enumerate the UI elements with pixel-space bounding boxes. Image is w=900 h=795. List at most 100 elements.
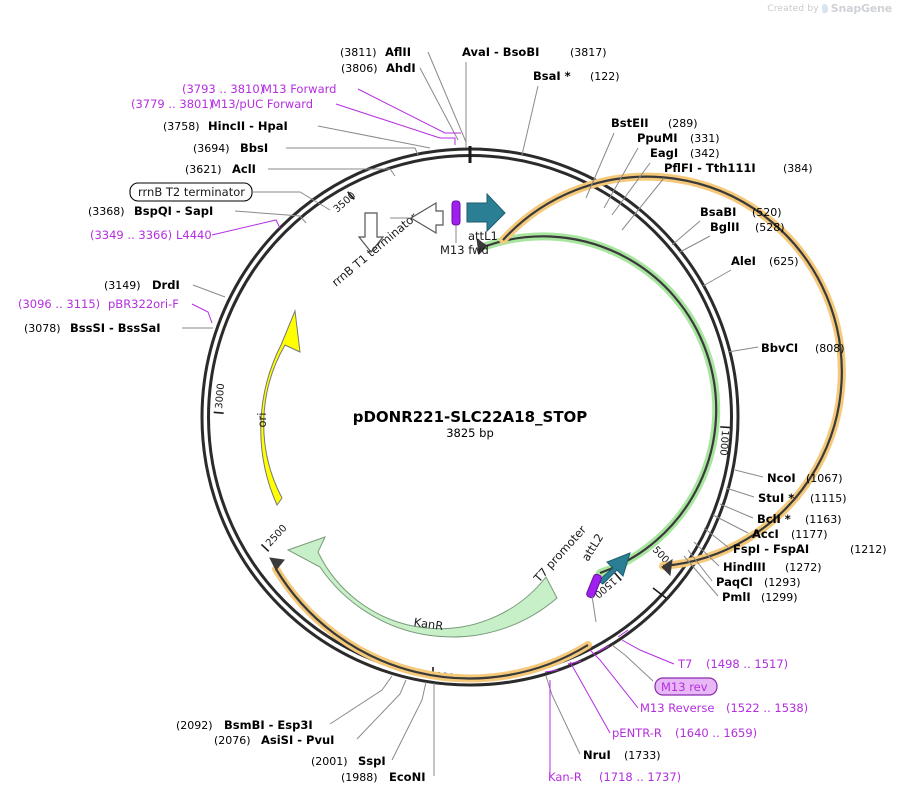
enzyme-name-bsai: BsaI *: [533, 69, 571, 83]
enzyme-label-hincii-hpai[interactable]: (3758) HincII - HpaI: [163, 119, 431, 149]
enzyme-label-bsmbi-esp3i[interactable]: (2092) BsmBI - Esp3I: [176, 675, 393, 732]
feature-ori[interactable]: ori: [255, 309, 301, 506]
enzyme-pos-bglii: (528): [755, 221, 785, 234]
enzyme-label-ppumi[interactable]: PpuMI (331): [603, 131, 720, 209]
enzyme-label-asisi-pvui[interactable]: (2076) AsiSI - PvuI: [214, 679, 407, 747]
primer-pos-l4440: (3349 .. 3366): [90, 228, 172, 242]
enzyme-label-acci[interactable]: AccI (1177): [712, 514, 828, 541]
primer-label-m13-rev-boxed[interactable]: M13 rev: [611, 644, 718, 696]
feature-attl2-shape: [597, 552, 631, 585]
enzyme-label-bsssi-bsssai[interactable]: (3078) BssSI - BssSaI: [24, 321, 213, 335]
primer-label-t7[interactable]: T7 (1498 .. 1517): [621, 639, 788, 671]
primer-label-m13-forward[interactable]: (3793 .. 3810) M13 Forward: [182, 82, 446, 134]
enzyme-name-eagi: EagI: [650, 146, 678, 160]
enzyme-label-bclii[interactable]: BclI * (1163): [719, 503, 842, 526]
watermark-brand: SnapGene: [830, 2, 892, 15]
primer-label-l4440[interactable]: (3349 .. 3366) L4440: [90, 219, 281, 242]
enzyme-pos-hincii: (3758): [163, 120, 200, 133]
enzyme-label-aflii[interactable]: (3811) AflII: [340, 45, 467, 143]
tick-label-3000: 3000: [214, 383, 227, 409]
primer-label-pbr322ori-f[interactable]: (3096 .. 3115) pBR322ori-F: [18, 297, 213, 324]
enzyme-label-alei[interactable]: AleI (625): [702, 254, 799, 287]
enzyme-label-bbsi[interactable]: (3694) BbsI: [193, 141, 419, 156]
enzyme-label-nrui[interactable]: NruI (1733): [545, 675, 661, 762]
enzyme-name-bclii: BclI *: [757, 512, 791, 526]
enzyme-pos-fspi: (1212): [850, 543, 887, 556]
enzyme-name-bsssi: BssSI - BssSaI: [70, 321, 161, 335]
enzyme-label-drdi[interactable]: (3149) DrdI: [104, 278, 226, 298]
enzyme-label-stui[interactable]: StuI * (1115): [725, 487, 847, 505]
enzyme-label-bbvci[interactable]: BbvCI (808): [727, 341, 845, 355]
enzyme-pos-stui: (1115): [810, 492, 847, 505]
enzyme-label-pflfi-tth111i[interactable]: PflFI - Tth111I (384): [621, 161, 813, 231]
feature-m13-fwd-shape: [451, 200, 461, 226]
feature-rrnb-t2-terminator[interactable]: rrnB T2 terminator: [129, 182, 444, 235]
tick-label-1000: 1000: [717, 430, 730, 456]
enzyme-label-pmli[interactable]: PmlI (1299): [683, 555, 798, 604]
arc-green-glow: [482, 232, 721, 577]
feature-kanr-shape: [286, 536, 558, 638]
feature-kanr[interactable]: KanR: [286, 536, 558, 638]
enzyme-name-hincii: HincII - HpaI: [208, 119, 288, 133]
feature-rrnb-t2-shape: [409, 201, 444, 235]
enzyme-label-ahdi[interactable]: (3806) AhdI: [341, 61, 459, 141]
enzyme-name-bspqi: BspQI - SapI: [134, 204, 213, 218]
feature-rrnb-t1-terminator[interactable]: rrnB T1 terminator: [329, 210, 420, 290]
arc-orange-line-upper: [502, 175, 843, 568]
feature-rrnb-t2-label-box[interactable]: rrnB T2 terminator: [129, 182, 253, 202]
enzyme-label-bspqi-sapi[interactable]: (3368) BspQI - SapI: [88, 204, 307, 224]
enzyme-name-bsmbi: BsmBI - Esp3I: [224, 718, 313, 732]
tick-mark-500: [652, 587, 667, 599]
plasmid-size: 3825 bp: [446, 426, 494, 440]
enzyme-name-bsabi: BsaBI: [700, 205, 736, 219]
feature-attl2[interactable]: attL2: [579, 531, 631, 585]
enzyme-label-bsabi[interactable]: BsaBI (520): [671, 205, 782, 246]
primer-pos-m13-forward: (3793 .. 3810): [182, 82, 264, 96]
enzyme-label-avai-bsobi[interactable]: AvaI - BsoBI (3817): [462, 45, 607, 148]
primer-pos-pbr322ori-f: (3096 .. 3115): [18, 297, 100, 311]
enzyme-pos-asisi: (2076): [214, 734, 251, 747]
feature-m13-fwd[interactable]: M13 fwd: [440, 200, 489, 257]
arc-orange-line-lower: [275, 568, 589, 680]
arc-green-arrowhead: [476, 237, 488, 256]
primer-pos-m13-reverse: (1522 .. 1538): [726, 701, 808, 715]
enzyme-label-hindiii[interactable]: HindIII (1272): [693, 541, 822, 574]
enzyme-pos-bsssi: (3078): [24, 322, 61, 335]
enzyme-name-avai: AvaI - BsoBI: [462, 45, 539, 59]
enzyme-label-fspi-fspai[interactable]: FspI - FspAI (1212): [703, 527, 887, 556]
feature-attl1[interactable]: attL1: [466, 192, 506, 243]
enzyme-label-eagi[interactable]: EagI (342): [611, 146, 720, 216]
enzyme-pos-aflii: (3811): [340, 46, 377, 59]
label-group-bottom-left: (2092) BsmBI - Esp3I (2076) AsiSI - PvuI…: [176, 675, 435, 784]
enzyme-pos-bbvci: (808): [815, 342, 845, 355]
enzyme-pos-bspqi: (3368): [88, 205, 125, 218]
tick-label-2500: 2500: [264, 523, 289, 549]
enzyme-label-bstеii[interactable]: BstEII (289): [585, 116, 698, 199]
primer-name-pentr-r: pENTR-R: [612, 726, 662, 740]
primer-label-kan-r[interactable]: Kan-R (1718 .. 1737): [548, 680, 681, 784]
label-group-right: AvaI - BsoBI (3817) BsaI * (122) BstEII …: [462, 45, 887, 604]
enzyme-label-bglii[interactable]: BglII (528): [679, 220, 785, 253]
enzyme-label-sspi[interactable]: (2001) SspI: [311, 681, 427, 768]
enzyme-label-paqci[interactable]: PaqCI (1293): [687, 549, 801, 589]
enzyme-label-econi[interactable]: (1988) EcoNI: [341, 683, 435, 784]
arc-orange-arrowhead-lower: [269, 557, 285, 571]
enzyme-label-bsai[interactable]: BsaI * (122): [521, 69, 620, 156]
snapgene-watermark: Created by SnapGene: [767, 2, 892, 15]
primer-name-l4440: L4440: [176, 228, 212, 242]
enzyme-label-ncoi[interactable]: NcoI (1067): [734, 469, 843, 485]
primer-label-pentr-r[interactable]: pENTR-R (1640 .. 1659): [569, 661, 757, 740]
enzyme-name-bbvci: BbvCI: [761, 341, 798, 355]
enzyme-name-econi: EcoNI: [389, 770, 425, 784]
primer-label-m13-reverse[interactable]: M13 Reverse (1522 .. 1538): [589, 649, 808, 715]
enzyme-pos-ahdi: (3806): [341, 62, 378, 75]
enzyme-name-bbsi: BbsI: [240, 141, 268, 155]
primer-label-m13-puc-forward[interactable]: (3779 .. 3801) M13/pUC Forward: [131, 97, 441, 139]
enzyme-name-ahdi: AhdI: [386, 61, 416, 75]
primer-name-t7: T7: [677, 657, 692, 671]
feature-t7-promoter-shape: [586, 573, 602, 599]
primer-pos-t7: (1498 .. 1517): [706, 657, 788, 671]
enzyme-label-acli[interactable]: (3621) AclI: [185, 162, 396, 177]
